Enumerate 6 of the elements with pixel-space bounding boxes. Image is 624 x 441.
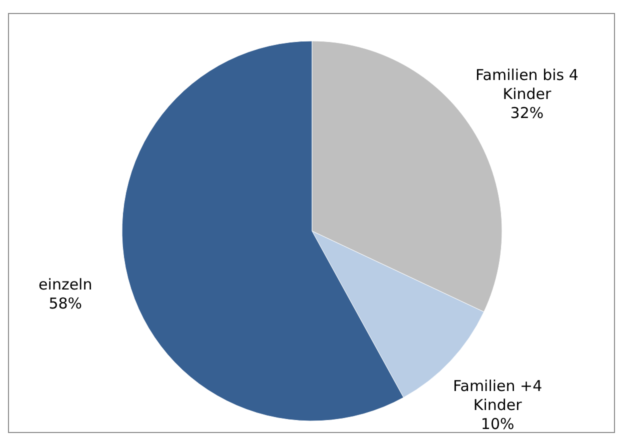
data-label: 58%: [48, 294, 82, 312]
data-label: 32%: [510, 104, 544, 122]
data-label: 10%: [480, 414, 514, 433]
slice-label: Familien +4 Kinder: [453, 376, 542, 414]
slice-label: Familien bis 4 Kinder: [476, 66, 578, 104]
slice-label: einzeln: [38, 275, 92, 294]
